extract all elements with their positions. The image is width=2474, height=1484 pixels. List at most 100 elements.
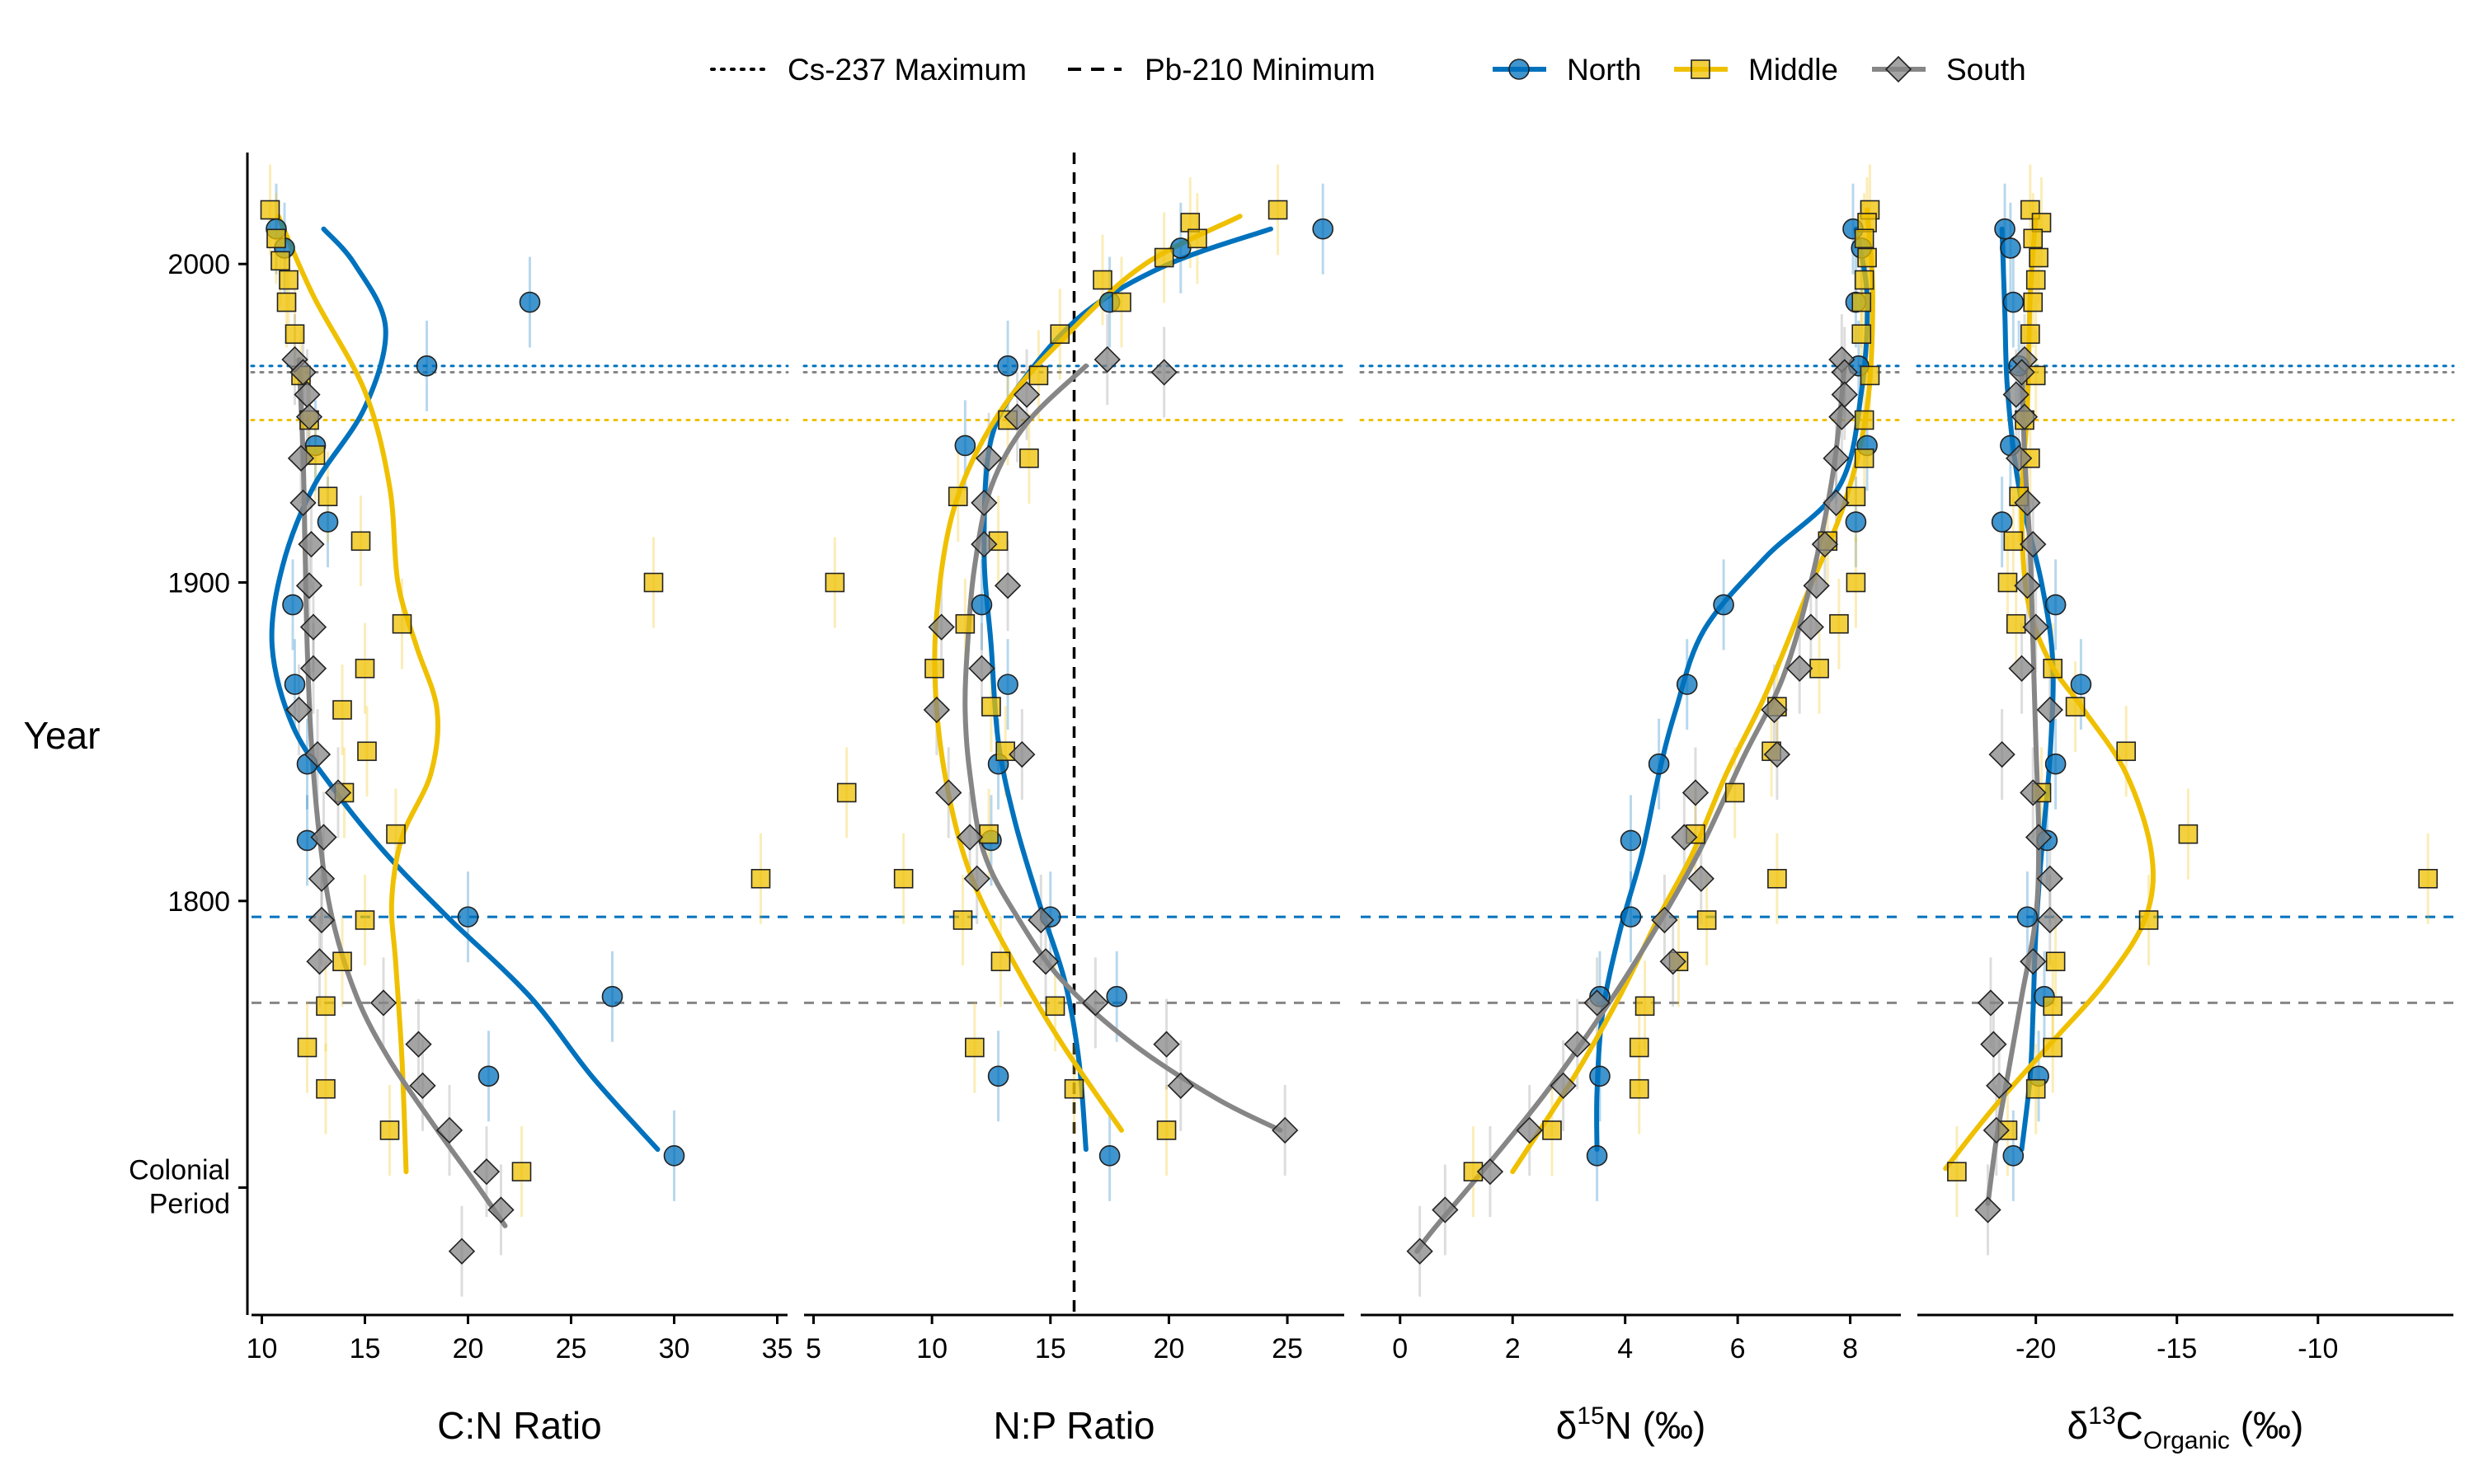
data-point-south xyxy=(1013,381,1041,408)
data-point-middle xyxy=(1846,572,1866,593)
data-point-middle xyxy=(1093,270,1112,290)
x-axis-title-np: N:P Ratio xyxy=(993,1404,1155,1447)
data-point-south xyxy=(369,989,397,1017)
data-point-south xyxy=(971,489,998,517)
data-point-middle xyxy=(1860,365,1880,386)
x-tick-label: 25 xyxy=(556,1333,587,1364)
smooth-line-north xyxy=(1999,226,2056,1153)
data-point-south xyxy=(295,572,323,599)
data-point-south xyxy=(289,359,317,386)
data-point-south xyxy=(1786,655,1813,682)
data-point-south xyxy=(1082,989,1109,1017)
data-point-north xyxy=(2016,906,2039,928)
data-point-middle xyxy=(379,1120,400,1140)
data-point-north xyxy=(1994,218,2015,240)
panel-d13c: -20 -15 -10 δ13COrganic (‰) xyxy=(1916,164,2455,1454)
data-point-middle xyxy=(825,572,845,593)
data-point-south xyxy=(1988,740,2015,768)
data-point-south xyxy=(928,613,955,641)
panel-cn: 10 15 20 25 30 35 C:N Ratio xyxy=(247,164,793,1447)
data-point-south xyxy=(285,696,313,724)
data-point-north xyxy=(2070,674,2092,695)
data-point-north xyxy=(1713,594,1734,616)
data-point-middle xyxy=(1050,324,1070,344)
data-point-middle xyxy=(1064,1078,1084,1099)
data-point-north xyxy=(971,594,993,616)
x-tick-label: 15 xyxy=(1035,1333,1066,1364)
data-point-south xyxy=(2020,779,2047,806)
data-point-middle xyxy=(285,324,305,344)
x-tick-label: 6 xyxy=(1730,1333,1746,1364)
data-point-middle xyxy=(893,868,914,889)
data-point-south xyxy=(1476,1158,1504,1186)
data-point-middle xyxy=(2043,996,2063,1017)
data-point-south xyxy=(1516,1116,1543,1144)
data-point-south xyxy=(975,444,1003,472)
data-point-south xyxy=(1550,1072,1577,1099)
data-point-middle xyxy=(1851,292,1872,312)
data-point-south xyxy=(1153,1031,1180,1058)
data-point-middle xyxy=(355,910,375,930)
data-point-middle xyxy=(1045,996,1065,1017)
data-point-south xyxy=(994,572,1022,599)
x-tick-label: 35 xyxy=(762,1333,793,1364)
data-point-middle xyxy=(2003,531,2024,552)
data-point-south xyxy=(2025,824,2053,851)
data-point-middle xyxy=(270,251,290,271)
smooth-line-middle xyxy=(1510,207,1875,1175)
legend: Cs-237 Maximum Pb-210 Minimum North Middle S… xyxy=(710,53,2026,87)
data-point-south xyxy=(2008,359,2035,386)
data-point-middle xyxy=(1829,613,1849,634)
data-point-south xyxy=(971,531,998,558)
data-point-south xyxy=(2008,655,2035,682)
x-tick-label: 4 xyxy=(1617,1333,1633,1364)
y-tick-label-colonial: Colonial xyxy=(129,1154,230,1186)
data-point-south xyxy=(1761,696,1788,724)
data-point-south xyxy=(308,865,336,892)
data-point-middle xyxy=(1542,1120,1562,1140)
data-point-south xyxy=(287,444,315,472)
data-point-south xyxy=(1432,1196,1459,1223)
data-point-middle xyxy=(2045,951,2066,972)
data-point-south xyxy=(968,655,995,682)
data-point-middle xyxy=(1851,324,1872,344)
data-point-south xyxy=(1982,1116,2010,1144)
data-point-middle xyxy=(350,531,371,552)
x-tick-label: 5 xyxy=(806,1333,821,1364)
data-point-middle xyxy=(1629,1037,1649,1058)
data-point-north xyxy=(601,985,623,1007)
x-tick-label: -10 xyxy=(2298,1333,2338,1364)
x-tick-label: 20 xyxy=(453,1333,484,1364)
legend-label-north: North xyxy=(1567,53,1641,87)
data-point-middle xyxy=(1809,659,1829,679)
data-point-south xyxy=(303,740,332,768)
data-point-south xyxy=(956,824,984,851)
data-point-north xyxy=(519,291,541,313)
smooth-line-middle xyxy=(275,214,441,1175)
data-point-north xyxy=(1098,1145,1121,1167)
data-point-south xyxy=(1974,1196,2001,1223)
data-point-south xyxy=(405,1031,432,1058)
data-point-south xyxy=(2006,444,2033,472)
data-point-middle xyxy=(1629,1078,1649,1099)
data-point-middle xyxy=(1854,228,1874,249)
data-point-south xyxy=(2002,381,2030,408)
data-point-south xyxy=(473,1158,501,1186)
data-point-south xyxy=(1651,906,1678,934)
data-point-north xyxy=(2044,594,2067,616)
data-point-north xyxy=(2000,237,2021,259)
data-point-south xyxy=(1167,1072,1194,1099)
legend-label-cs237: Cs-237 Maximum xyxy=(788,53,1027,87)
data-point-middle xyxy=(990,951,1011,972)
data-point-south xyxy=(487,1196,515,1223)
data-point-north xyxy=(1106,985,1128,1007)
data-point-middle xyxy=(266,228,286,249)
data-point-middle xyxy=(948,486,968,507)
data-point-north xyxy=(457,906,479,928)
panel-d15n: 0 2 4 6 8 δ15N (‰) xyxy=(1359,164,1903,1447)
data-point-middle xyxy=(392,613,412,634)
data-point-middle xyxy=(2178,824,2199,844)
data-point-middle xyxy=(2006,613,2026,634)
